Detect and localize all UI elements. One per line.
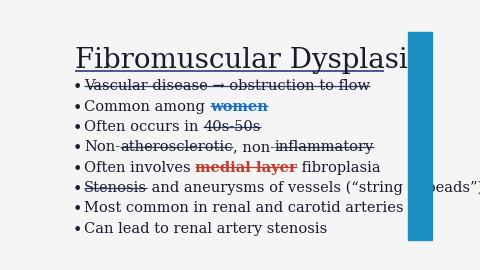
Text: •: • xyxy=(73,181,83,198)
Text: , non-: , non- xyxy=(233,140,275,154)
Text: fibroplasia: fibroplasia xyxy=(297,161,381,175)
Text: atherosclerotic: atherosclerotic xyxy=(120,140,233,154)
Text: Common among: Common among xyxy=(84,100,210,114)
Text: 40s-50s: 40s-50s xyxy=(204,120,261,134)
Text: •: • xyxy=(73,79,83,96)
Text: •: • xyxy=(73,161,83,178)
Text: inflammatory: inflammatory xyxy=(275,140,374,154)
Text: women: women xyxy=(210,100,267,114)
Text: Fibromuscular Dysplasia: Fibromuscular Dysplasia xyxy=(75,47,424,74)
Text: Often involves: Often involves xyxy=(84,161,195,175)
Text: •: • xyxy=(73,201,83,218)
Text: Stenosis: Stenosis xyxy=(84,181,147,195)
Text: •: • xyxy=(73,120,83,137)
Text: Vascular disease → obstruction to flow: Vascular disease → obstruction to flow xyxy=(84,79,370,93)
Text: Most common in renal and carotid arteries: Most common in renal and carotid arterie… xyxy=(84,201,404,215)
Text: •: • xyxy=(73,100,83,117)
Text: Often occurs in: Often occurs in xyxy=(84,120,204,134)
Text: and aneurysms of vessels (“string of beads”): and aneurysms of vessels (“string of bea… xyxy=(147,181,480,195)
Text: Can lead to renal artery stenosis: Can lead to renal artery stenosis xyxy=(84,222,327,236)
Text: •: • xyxy=(73,140,83,157)
Text: •: • xyxy=(73,222,83,239)
Text: medial layer: medial layer xyxy=(195,161,297,175)
Text: Non-: Non- xyxy=(84,140,120,154)
Bar xyxy=(408,32,432,240)
